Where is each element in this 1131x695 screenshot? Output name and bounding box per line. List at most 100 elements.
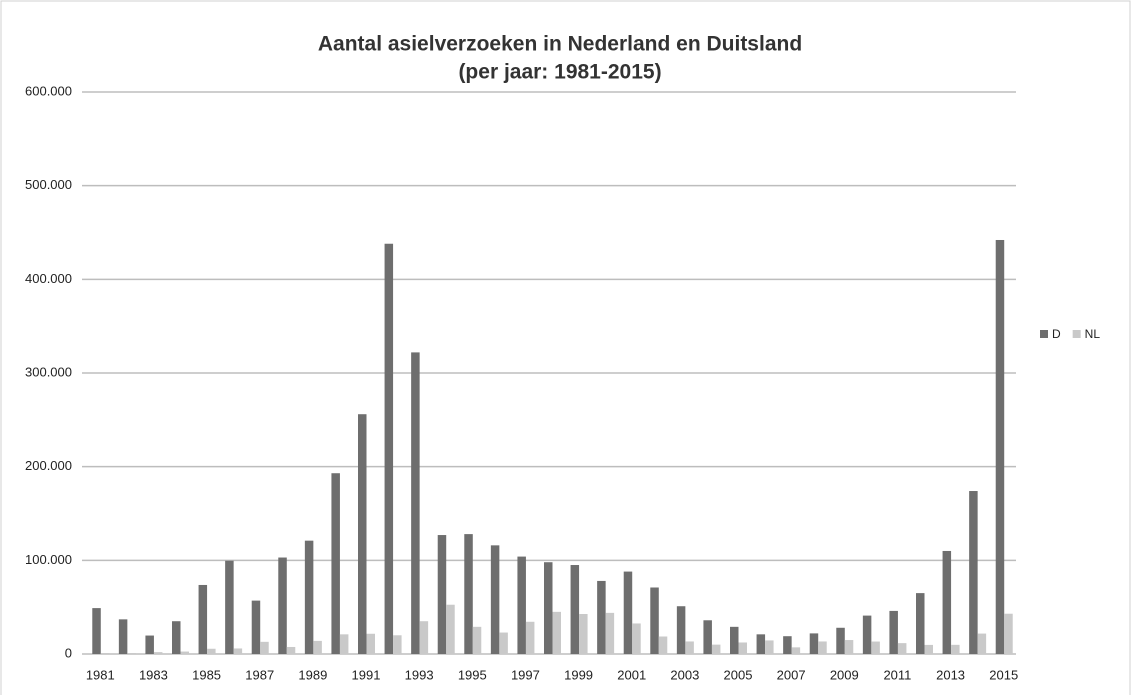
bar <box>207 648 216 654</box>
bar <box>871 641 880 654</box>
x-tick-label: 2011 <box>883 667 911 682</box>
bar <box>525 621 535 654</box>
bar <box>916 593 925 654</box>
bar <box>180 651 189 654</box>
bar <box>738 642 747 654</box>
bar <box>703 620 712 654</box>
chart-subtitle: (per jaar: 1981-2015) <box>458 61 661 84</box>
bar <box>969 491 978 654</box>
bar <box>393 635 402 654</box>
bar <box>658 636 668 654</box>
bar <box>304 540 314 654</box>
x-tick-label: 2015 <box>989 667 1018 682</box>
bar <box>844 640 854 654</box>
bar <box>951 644 960 654</box>
x-tick-label: 2013 <box>936 667 965 682</box>
legend-swatch <box>1040 330 1048 338</box>
bar <box>889 610 898 654</box>
bar <box>172 621 181 654</box>
bar <box>730 626 739 654</box>
bar <box>605 612 615 654</box>
x-tick-label: 2001 <box>617 667 646 682</box>
bar <box>809 633 819 654</box>
bar <box>225 560 234 654</box>
x-tick-label: 2003 <box>670 667 699 682</box>
bar <box>198 584 208 654</box>
bar <box>251 600 261 654</box>
y-tick-label: 0 <box>65 645 72 660</box>
bar <box>977 633 987 654</box>
y-tick-label: 600.000 <box>25 83 72 98</box>
bar <box>836 627 845 654</box>
bar <box>517 556 526 654</box>
bar <box>623 571 633 654</box>
x-tick-label: 1997 <box>511 667 540 682</box>
bar <box>995 239 1005 654</box>
bar <box>711 644 721 654</box>
legend-label: NL <box>1085 327 1101 341</box>
bar <box>862 615 872 654</box>
bar <box>552 611 561 654</box>
x-tick-label: 2009 <box>830 667 859 682</box>
bar <box>544 562 553 654</box>
x-tick-label: 2005 <box>724 667 753 682</box>
bar <box>437 535 447 654</box>
bar <box>472 626 482 654</box>
bar <box>676 606 686 654</box>
bar <box>446 604 455 654</box>
bar <box>499 632 508 654</box>
legend-label: D <box>1052 327 1061 341</box>
x-tick-label: 1989 <box>298 667 327 682</box>
bar <box>145 635 154 654</box>
bar <box>650 587 659 654</box>
bar <box>783 636 792 654</box>
y-tick-label: 300.000 <box>25 364 72 379</box>
bar <box>464 534 473 654</box>
bar <box>570 565 580 654</box>
y-tick-label: 100.000 <box>25 552 72 567</box>
legend-swatch <box>1072 330 1081 338</box>
bar <box>579 614 588 654</box>
chart-title: Aantal asielverzoeken in Nederland en Du… <box>318 33 802 56</box>
bar <box>286 646 296 654</box>
bar <box>358 414 367 654</box>
x-tick-label: 1981 <box>86 667 115 682</box>
bar <box>233 648 243 654</box>
bar <box>756 634 766 654</box>
x-tick-label: 1983 <box>139 667 168 682</box>
bar <box>924 644 933 654</box>
bar <box>260 641 269 654</box>
x-tick-label: 1999 <box>564 667 593 682</box>
y-tick-label: 400.000 <box>25 271 72 286</box>
x-tick-label: 1991 <box>352 667 381 682</box>
bar <box>685 641 694 654</box>
bar <box>127 653 136 654</box>
bar <box>313 640 322 654</box>
y-tick-label: 200.000 <box>25 458 72 473</box>
x-tick-label: 1993 <box>405 667 434 682</box>
bar <box>153 652 163 654</box>
bar <box>331 473 340 654</box>
y-tick-label: 500.000 <box>25 177 72 192</box>
x-tick-label: 1987 <box>245 667 274 682</box>
bar <box>118 619 128 654</box>
x-tick-label: 1995 <box>458 667 487 682</box>
bar <box>597 580 606 654</box>
bar <box>942 550 952 654</box>
bar <box>411 352 420 654</box>
bar <box>419 621 429 654</box>
bar <box>897 643 907 654</box>
bar <box>1004 613 1013 654</box>
x-tick-label: 1985 <box>192 667 221 682</box>
bar <box>490 545 500 654</box>
bar <box>339 634 349 654</box>
bar <box>278 557 287 654</box>
bar <box>384 243 394 655</box>
bar <box>366 633 375 654</box>
bar <box>765 640 774 654</box>
bar <box>92 608 101 654</box>
bar <box>791 647 801 654</box>
bar <box>632 623 641 654</box>
